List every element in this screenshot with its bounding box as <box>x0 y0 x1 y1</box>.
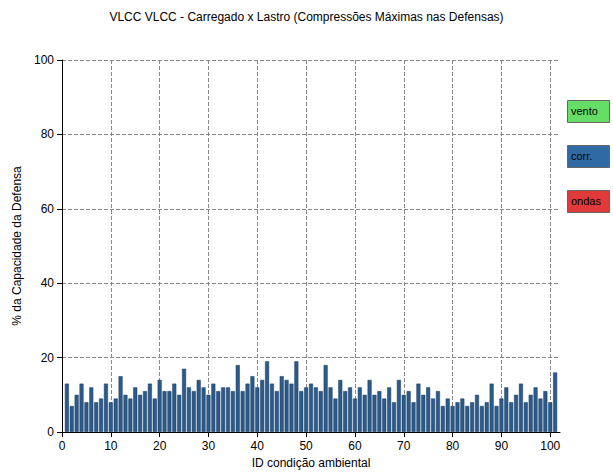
svg-text:80: 80 <box>41 127 55 141</box>
svg-text:100: 100 <box>540 439 560 453</box>
svg-text:40: 40 <box>251 439 265 453</box>
svg-text:60: 60 <box>41 202 55 216</box>
svg-text:corr.: corr. <box>571 150 592 162</box>
svg-text:ondas: ondas <box>571 195 601 207</box>
svg-text:60: 60 <box>348 439 362 453</box>
svg-text:40: 40 <box>41 276 55 290</box>
svg-text:100: 100 <box>34 53 54 67</box>
svg-text:ID condição ambiental: ID condição ambiental <box>252 456 371 470</box>
svg-text:0: 0 <box>47 425 54 439</box>
svg-text:vento: vento <box>571 105 598 117</box>
svg-text:90: 90 <box>495 439 509 453</box>
svg-text:0: 0 <box>59 439 66 453</box>
svg-text:10: 10 <box>104 439 118 453</box>
svg-text:20: 20 <box>153 439 167 453</box>
svg-text:% da Capacidade da Defensa: % da Capacidade da Defensa <box>10 166 24 326</box>
svg-text:70: 70 <box>397 439 411 453</box>
svg-text:80: 80 <box>446 439 460 453</box>
svg-text:50: 50 <box>299 439 313 453</box>
svg-text:20: 20 <box>41 351 55 365</box>
svg-text:30: 30 <box>202 439 216 453</box>
svg-text:VLCC VLCC - Carregado x Lastro: VLCC VLCC - Carregado x Lastro (Compress… <box>109 10 503 24</box>
